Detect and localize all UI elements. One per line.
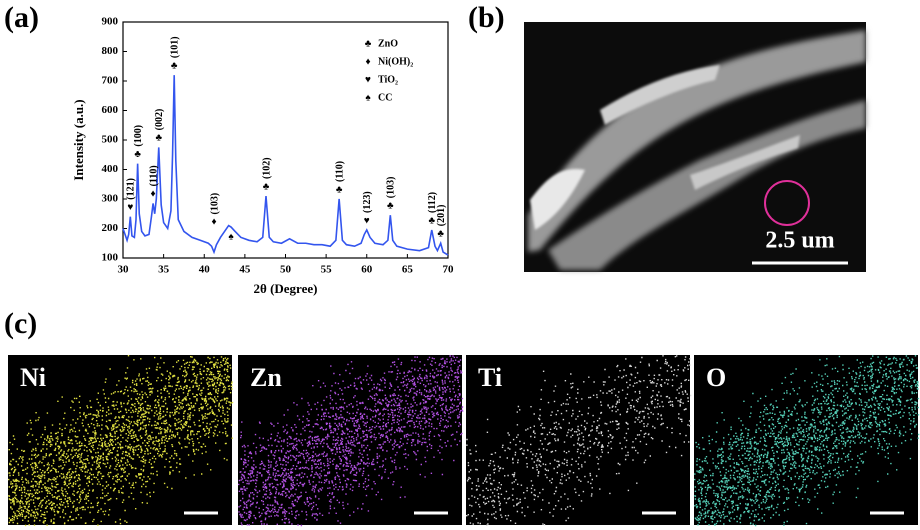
annotation-label: (002) [154, 109, 165, 131]
annotation-label: (103) [386, 177, 397, 199]
annotation-symbol: ♦ [151, 189, 156, 200]
line [122, 75, 449, 256]
legend-label: ZnO [378, 38, 398, 49]
annotation-symbol: ♣ [134, 149, 141, 160]
x-tick-label: 55 [321, 264, 333, 276]
annotation-label: (123) [362, 191, 373, 213]
annotation-label: (112) [427, 192, 438, 213]
panel-label: (a) [4, 1, 39, 34]
y-tick-label: 600 [102, 104, 119, 116]
x-tick-label: 30 [118, 264, 130, 276]
x-tick-label: 45 [239, 264, 251, 276]
legend-label: Ni(OH)₂ [378, 56, 413, 67]
annotation-label: (102) [261, 157, 272, 179]
annotation-label: (110) [334, 161, 345, 182]
scale-label: 2.5 um [765, 228, 834, 254]
annotation-symbol: ♦ [211, 217, 216, 228]
annotation-symbol: ♥ [127, 202, 133, 213]
y-tick-label: 100 [102, 252, 119, 264]
fiber-highlight [690, 135, 800, 190]
element-label: Ti [478, 363, 502, 392]
legend-label: TiO₂ [378, 74, 398, 85]
x-tick-label: 40 [199, 264, 211, 276]
y-tick-label: 200 [102, 222, 119, 234]
map-dots [694, 355, 920, 527]
annotation-label: (201) [436, 205, 447, 227]
x-tick-label: 60 [361, 264, 373, 276]
x-tick-label: 50 [280, 264, 292, 276]
legend-label: CC [378, 92, 392, 103]
element-maps: Ni Zn Ti O [7, 355, 920, 527]
fiber-highlight [530, 169, 585, 230]
annotation-label: (103) [209, 193, 220, 215]
annotation-symbol: ♣ [155, 133, 162, 144]
annotation-symbol: ♣ [336, 184, 343, 195]
highlight-circle [764, 180, 810, 226]
annotation-symbol: ♥ [364, 215, 370, 226]
annotation-symbol: ♣ [171, 60, 178, 71]
legend-symbol: ♣ [365, 38, 372, 49]
annotation-symbol: ♣ [428, 215, 435, 226]
sem-image: 2.5 um [524, 22, 866, 272]
x-tick-label: 65 [402, 264, 414, 276]
x-axis-label: 2θ (Degree) [254, 281, 318, 296]
y-tick-label: 300 [102, 193, 119, 205]
element-label: Zn [250, 363, 282, 392]
y-tick-label: 500 [102, 134, 119, 146]
element-label: O [706, 363, 726, 392]
x-tick-label: 70 [443, 264, 455, 276]
annotation-symbol: ♣ [437, 229, 444, 240]
legend-symbol: ♠ [365, 92, 371, 103]
map-dots [7, 355, 234, 527]
annotation-label: (100) [133, 125, 144, 147]
x-tick-label: 35 [158, 264, 170, 276]
element-label: Ni [20, 363, 46, 392]
fiber-highlight [600, 65, 720, 125]
annotation-label: (121) [126, 178, 137, 200]
annotation-symbol: ♠ [228, 231, 234, 242]
y-tick-label: 700 [102, 75, 119, 87]
panel-label: (c) [4, 307, 37, 340]
annotation-symbol: ♣ [263, 181, 270, 192]
legend-symbol: ♦ [365, 56, 370, 67]
annotation-label: (110) [148, 165, 159, 186]
legend-symbol: ♥ [365, 74, 371, 85]
panel-label: (b) [468, 1, 505, 34]
y-tick-label: 800 [102, 45, 119, 57]
y-tick-label: 900 [102, 16, 119, 28]
annotation-symbol: ♣ [387, 201, 394, 212]
y-tick-label: 400 [102, 163, 119, 175]
map-dots [238, 355, 464, 527]
map-dots [466, 355, 692, 526]
y-axis-label: Intensity (a.u.) [71, 99, 86, 180]
annotation-label: (101) [169, 36, 180, 58]
